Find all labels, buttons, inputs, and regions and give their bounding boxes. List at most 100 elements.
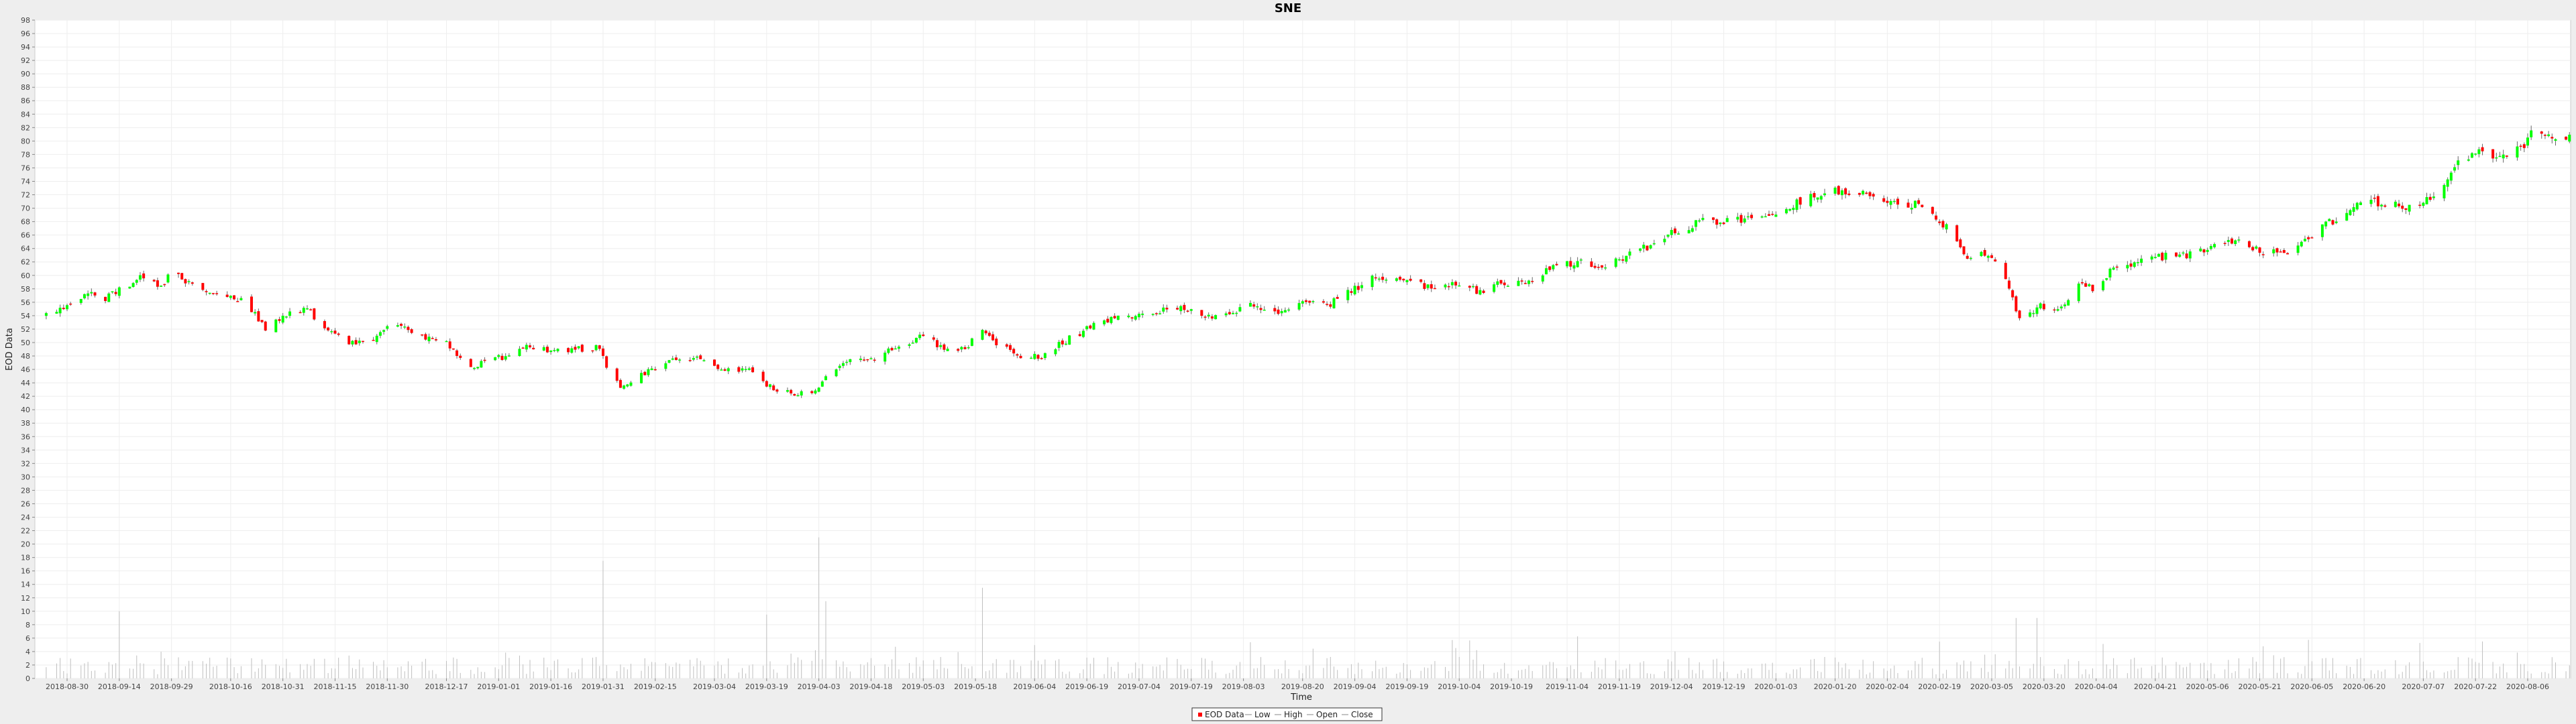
- candle-down: [1844, 188, 1847, 194]
- x-tick-label: 2019-11-04: [1546, 682, 1589, 691]
- y-tick-label: 46: [21, 365, 30, 374]
- y-axis-label: EOD Data: [5, 328, 15, 371]
- candle-down: [984, 330, 987, 334]
- candle-up: [1541, 275, 1544, 282]
- y-tick-label: 90: [21, 70, 30, 78]
- x-tick-label: 2019-08-03: [1222, 682, 1265, 691]
- y-tick-label: 18: [21, 554, 30, 562]
- candle-up: [1792, 207, 1795, 210]
- x-tick-label: 2018-11-15: [314, 682, 357, 691]
- candle-down: [278, 319, 281, 321]
- candle-up: [1472, 286, 1474, 288]
- candle-down: [1430, 284, 1433, 289]
- candle-up: [382, 330, 386, 332]
- candle-down: [313, 308, 316, 320]
- candle-up: [473, 367, 476, 369]
- y-tick-label: 12: [21, 594, 30, 603]
- candle-down: [1277, 309, 1280, 314]
- candle-up: [946, 349, 949, 351]
- candle-up: [1127, 315, 1130, 318]
- candle-up: [1617, 259, 1621, 261]
- candle-up: [2032, 312, 2035, 314]
- candle-up: [2502, 154, 2505, 159]
- candle-up: [820, 381, 824, 387]
- candle-down: [2091, 284, 2094, 292]
- y-tick-label: 72: [21, 191, 30, 200]
- x-tick-label: 2020-05-21: [2239, 682, 2282, 691]
- candle-up: [960, 347, 963, 350]
- candle-up: [671, 358, 674, 360]
- candle-down: [421, 334, 424, 336]
- candle-up: [1576, 261, 1579, 267]
- y-tick-label: 92: [21, 56, 30, 65]
- candle-down: [2491, 149, 2495, 159]
- candle-up: [1639, 248, 1642, 251]
- candle-up: [83, 294, 86, 298]
- candle-down: [580, 345, 584, 352]
- candle-up: [1784, 208, 1788, 214]
- candle-up: [1579, 259, 1582, 261]
- y-tick-label: 0: [25, 674, 30, 683]
- candle-up: [525, 345, 528, 350]
- candle-up: [1666, 234, 1670, 237]
- y-tick-label: 50: [21, 339, 30, 347]
- candle-up: [1207, 314, 1210, 317]
- candle-down: [211, 293, 215, 294]
- candle-up: [2554, 139, 2557, 141]
- candle-down: [1326, 304, 1329, 305]
- candle-up: [378, 332, 382, 336]
- candle-down: [653, 369, 657, 371]
- candle-up: [549, 350, 553, 353]
- candle-down: [354, 340, 358, 345]
- candle-up: [2206, 249, 2209, 252]
- x-tick-label: 2020-02-19: [1918, 682, 1961, 691]
- x-tick-label: 2019-03-04: [693, 682, 736, 691]
- candle-down: [448, 341, 451, 349]
- candle-down: [1503, 282, 1506, 286]
- candle-up: [2345, 213, 2349, 221]
- candle-down: [1008, 345, 1012, 350]
- candle-down: [434, 339, 437, 341]
- candle-up: [1736, 217, 1739, 220]
- candle-down: [987, 333, 991, 336]
- y-tick-label: 80: [21, 137, 30, 145]
- candle-down: [2310, 237, 2314, 239]
- candle-down: [1089, 325, 1092, 328]
- candle-up: [814, 390, 817, 394]
- candle-up: [2059, 306, 2063, 308]
- candle-up: [305, 308, 309, 310]
- candle-down: [775, 389, 779, 392]
- candle-up: [2453, 167, 2457, 171]
- candle-down: [1203, 316, 1207, 318]
- candle-down: [469, 359, 472, 367]
- candle-down: [2018, 310, 2021, 318]
- candle-down: [1872, 194, 1875, 197]
- candle-down: [2543, 135, 2546, 136]
- candle-down: [957, 349, 960, 351]
- candle-down: [932, 337, 935, 340]
- candle-down: [333, 330, 337, 334]
- y-tick-label: 36: [21, 432, 30, 441]
- candle-up: [2182, 252, 2185, 254]
- candle-up: [1986, 255, 1990, 258]
- candle-down: [751, 367, 755, 373]
- x-tick-label: 2018-10-16: [209, 682, 252, 691]
- x-tick-label: 2019-05-18: [954, 682, 997, 691]
- y-tick-label: 88: [21, 83, 30, 92]
- candle-down: [2161, 252, 2164, 261]
- x-tick-label: 2020-01-03: [1754, 682, 1797, 691]
- candle-up: [1360, 285, 1363, 288]
- candle-up: [2234, 240, 2237, 244]
- y-tick-label: 22: [21, 527, 30, 536]
- candle-up: [1458, 285, 1461, 287]
- candle-up: [1544, 268, 1548, 275]
- candle-up: [1054, 349, 1057, 355]
- candle-up: [1263, 309, 1266, 311]
- candle-down: [790, 389, 793, 394]
- candle-up: [1297, 303, 1301, 310]
- candle-down: [963, 347, 967, 349]
- candle-up: [2300, 241, 2303, 247]
- x-tick-label: 2019-08-20: [1281, 682, 1324, 691]
- candle-down: [201, 283, 205, 290]
- candle-up: [2425, 196, 2428, 204]
